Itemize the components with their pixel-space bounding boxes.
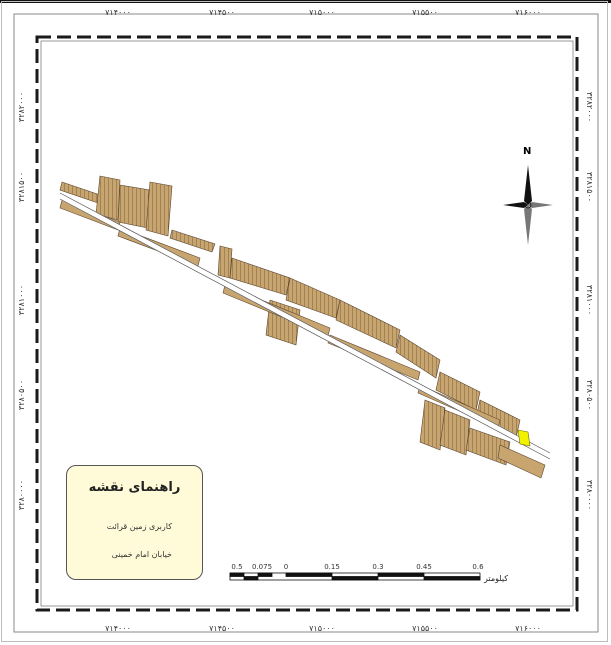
legend-title: راهنمای نقشه <box>88 480 181 495</box>
right-tick: ۳۲۸۱۵۰۰ <box>585 172 594 203</box>
scale-label: 0.45 <box>416 563 432 571</box>
legend-item-label: کاربری زمین قرائت <box>106 522 172 531</box>
top-tick: ۷۱۵۰۰۰ <box>309 8 335 17</box>
bottom-tick: ۷۱۵۵۰۰ <box>412 624 438 633</box>
legend-item-label: خیابان امام خمینی <box>111 550 172 559</box>
right-tick: ۳۲۸۰۰۰۰ <box>585 480 594 511</box>
north-label: N <box>523 146 532 157</box>
scale-unit: کیلومتر <box>484 574 509 583</box>
left-tick: ۳۲۸۲۰۰۰ <box>17 92 26 123</box>
neatline <box>35 35 579 612</box>
scale-label: 0.075 <box>251 563 273 571</box>
north-arrow-icon <box>503 165 553 245</box>
scale-label: 0.6 <box>472 563 484 571</box>
bottom-tick: ۷۱۶۰۰۰ <box>515 624 541 633</box>
top-tick: ۷۱۴۰۰۰ <box>105 8 131 17</box>
right-tick: ۳۲۸۱۰۰۰ <box>585 285 594 316</box>
left-tick: ۳۲۸۱۵۰۰ <box>17 172 26 203</box>
road <box>58 193 552 459</box>
top-tick: ۷۱۶۰۰۰ <box>515 8 541 17</box>
inner-neatline <box>40 40 574 607</box>
bottom-tick: ۷۱۴۰۰۰ <box>105 624 131 633</box>
top-tick: ۷۱۴۵۰۰ <box>209 8 235 17</box>
left-tick: ۳۲۸۰۰۰۰ <box>17 480 26 511</box>
highlight-parcel <box>517 429 531 447</box>
legend-box: راهنمای نقشه کاربری زمین قرائت خیابان ام… <box>66 465 203 580</box>
right-tick: ۳۲۸۲۰۰۰ <box>585 92 594 123</box>
bottom-tick: ۷۱۵۰۰۰ <box>309 624 335 633</box>
left-tick: ۳۲۸۱۰۰۰ <box>17 285 26 316</box>
scale-bar <box>229 572 481 581</box>
scale-label: 0.15 <box>324 563 340 571</box>
top-tick: ۷۱۵۵۰۰ <box>412 8 438 17</box>
outer-frame <box>13 13 599 633</box>
bottom-tick: ۷۱۴۵۰۰ <box>209 624 235 633</box>
left-tick: ۳۲۸۰۵۰۰ <box>17 380 26 411</box>
scale-label: 0.5 <box>231 563 243 571</box>
scale-label: 0.3 <box>372 563 384 571</box>
scale-label: 0 <box>283 563 289 571</box>
right-tick: ۳۲۸۰۵۰۰ <box>585 380 594 411</box>
